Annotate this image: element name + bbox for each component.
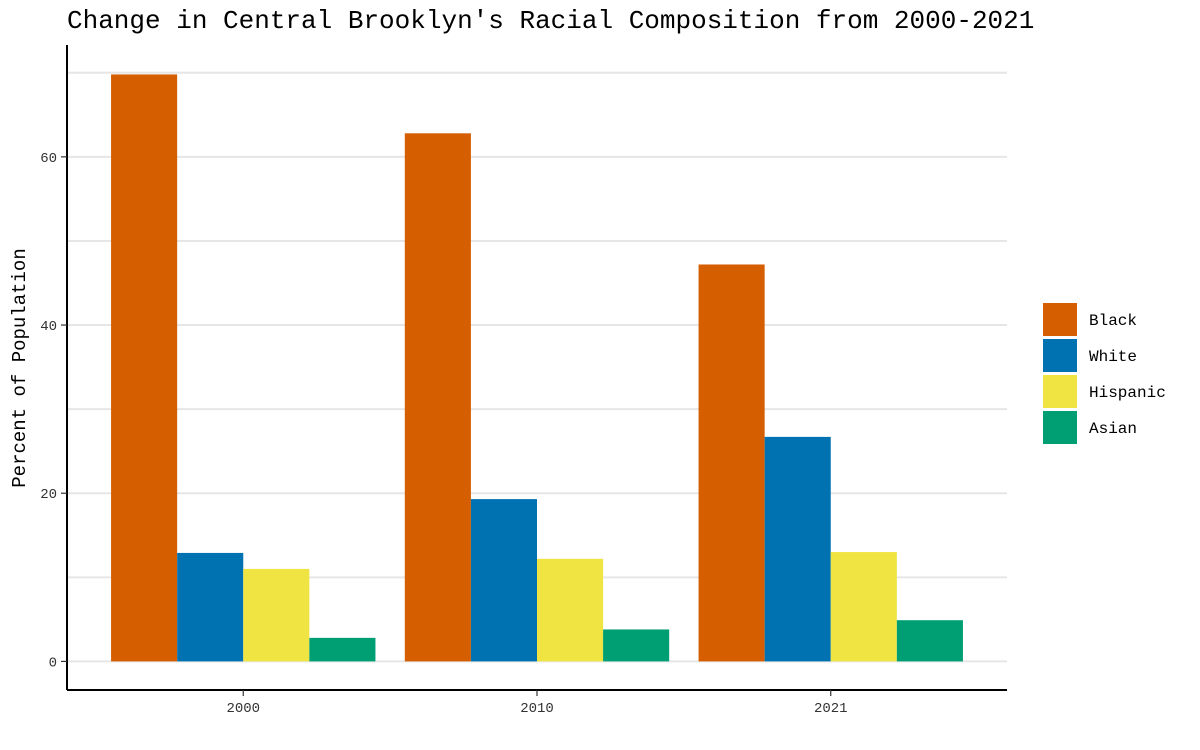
bar-white-2021: [764, 436, 831, 662]
legend-label-black: Black: [1089, 312, 1137, 330]
y-tick-label: 60: [40, 151, 57, 167]
legend-label-asian: Asian: [1089, 420, 1137, 438]
bar-white-2000: [177, 552, 244, 662]
x-tick-label: 2010: [520, 701, 554, 717]
legend-label-white: White: [1089, 348, 1137, 366]
bar-black-2021: [698, 264, 765, 662]
y-tick-label: 40: [40, 319, 57, 335]
x-tick-label: 2000: [226, 701, 260, 717]
bar-black-2000: [111, 74, 178, 662]
bar-asian-2021: [896, 620, 963, 662]
legend-key-black: [1043, 303, 1077, 336]
bar-hispanic-2000: [243, 568, 310, 662]
bar-black-2010: [404, 133, 471, 662]
y-axis-title: Percent of Population: [9, 248, 31, 487]
legend-key-white: [1043, 339, 1077, 372]
legend-key-asian: [1043, 411, 1077, 444]
y-tick-label: 20: [40, 487, 57, 503]
bar-hispanic-2021: [830, 552, 897, 662]
bar-asian-2010: [603, 629, 670, 662]
bar-asian-2000: [309, 637, 376, 662]
legend-key-hispanic: [1043, 375, 1077, 408]
x-tick-label: 2021: [814, 701, 848, 717]
bar-hispanic-2010: [537, 558, 604, 662]
bar-white-2010: [470, 499, 537, 662]
bars: [111, 74, 963, 662]
y-tick-label: 0: [49, 655, 57, 671]
legend: Black White Hispanic Asian: [1043, 303, 1166, 444]
ticks: 0 20 40 60 2000 2010 2021: [40, 151, 847, 717]
legend-label-hispanic: Hispanic: [1089, 384, 1166, 402]
chart-title: Change in Central Brooklyn's Racial Comp…: [67, 6, 1034, 36]
